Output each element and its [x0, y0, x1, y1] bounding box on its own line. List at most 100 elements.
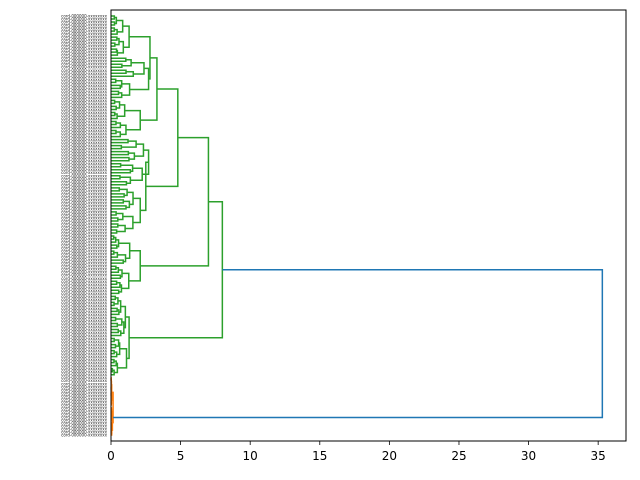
- x-tick-label: 25: [451, 449, 466, 463]
- dendrogram-link: [111, 316, 117, 322]
- leaf-label: cord-000000-xxxxxxxx: [61, 393, 107, 398]
- dendrogram-link: [111, 36, 118, 41]
- dendrogram-link: [111, 266, 120, 273]
- leaf-label: cord-000000-xxxxxxxx: [61, 228, 107, 233]
- leaf-label: cord-000000-xxxxxxxx: [61, 71, 107, 76]
- dendrogram-link: [129, 200, 224, 339]
- dendrogram-link: [115, 80, 123, 88]
- dendrogram-link: [111, 282, 121, 289]
- leaf-label: cord-000000-xxxxxxxx: [61, 191, 107, 196]
- dendrogram-link: [117, 347, 128, 369]
- x-axis-ticks: 0 5 10 15 20 25 30 35: [107, 441, 606, 463]
- leaf-label: cord-000000-xxxxxxxx: [61, 324, 107, 329]
- leaf-label: cord-000000-xxxxxxxx: [61, 194, 107, 199]
- dendrogram-link: [111, 274, 122, 280]
- leaf-label: cord-000000-xxxxxxxx: [61, 264, 107, 269]
- dendrogram-link: [114, 362, 119, 374]
- dendrogram-link: [117, 254, 127, 263]
- leaf-label: cord-000000-xxxxxxxx: [61, 312, 107, 317]
- leaf-label: cord-000000-xxxxxxxx: [61, 215, 107, 220]
- leaf-label: cord-000000-xxxxxxxx: [61, 408, 107, 413]
- leaf-label: cord-000000-xxxxxxxx: [61, 399, 107, 404]
- leaf-label: cord-000000-xxxxxxxx: [61, 152, 107, 157]
- leaf-label: cord-000000-xxxxxxxx: [61, 158, 107, 163]
- leaf-label: cord-000000-xxxxxxxx: [61, 50, 107, 55]
- leaf-label: cord-000000-xxxxxxxx: [61, 107, 107, 112]
- leaf-label: cord-000000-xxxxxxxx: [61, 59, 107, 64]
- leaf-label: cord-000000-xxxxxxxx: [61, 134, 107, 139]
- top-merge-link: [113, 268, 604, 419]
- dendrogram-link: [121, 272, 130, 290]
- dendrogram-link: [140, 57, 158, 121]
- dendrogram-link: [117, 40, 125, 54]
- leaf-label: cord-000000-xxxxxxxx: [61, 291, 107, 296]
- leaf-label: cord-000000-xxxxxxxx: [61, 417, 107, 422]
- leaf-label: cord-000000-xxxxxxxx: [61, 315, 107, 320]
- leaf-label: cord-000000-xxxxxxxx: [61, 14, 107, 19]
- leaf-label: cord-000000-xxxxxxxx: [61, 119, 107, 124]
- leaf-label: cord-000000-xxxxxxxx: [61, 122, 107, 127]
- leaf-label: cord-000000-xxxxxxxx: [61, 53, 107, 58]
- leaf-label: cord-000000-xxxxxxxx: [61, 23, 107, 28]
- leaf-labels: cord-000000-xxxxxxxxcord-000000-xxxxxxxx…: [61, 14, 107, 438]
- leaf-label: cord-000000-xxxxxxxx: [61, 98, 107, 103]
- leaf-label: cord-000000-xxxxxxxx: [61, 405, 107, 410]
- dendrogram-link: [111, 229, 118, 234]
- leaf-label: cord-000000-xxxxxxxx: [61, 101, 107, 106]
- leaf-label: cord-000000-xxxxxxxx: [61, 125, 107, 130]
- leaf-label: cord-000000-xxxxxxxx: [61, 396, 107, 401]
- x-tick-label: 0: [107, 449, 115, 463]
- leaf-label: cord-000000-xxxxxxxx: [61, 288, 107, 293]
- leaf-label: cord-000000-xxxxxxxx: [61, 366, 107, 371]
- dendrogram-link: [111, 343, 117, 349]
- leaf-label: cord-000000-xxxxxxxx: [61, 38, 107, 43]
- leaf-label: cord-000000-xxxxxxxx: [61, 185, 107, 190]
- leaf-label: cord-000000-xxxxxxxx: [61, 294, 107, 299]
- leaf-label: cord-000000-xxxxxxxx: [61, 89, 107, 94]
- leaf-label: cord-000000-xxxxxxxx: [61, 303, 107, 308]
- leaf-label: cord-000000-xxxxxxxx: [61, 384, 107, 389]
- leaf-label: cord-000000-xxxxxxxx: [61, 234, 107, 239]
- leaf-label: cord-000000-xxxxxxxx: [61, 433, 107, 438]
- leaf-label: cord-000000-xxxxxxxx: [61, 363, 107, 368]
- leaf-label: cord-000000-xxxxxxxx: [61, 336, 107, 341]
- leaf-label: cord-000000-xxxxxxxx: [61, 26, 107, 31]
- x-tick-label: 5: [177, 449, 185, 463]
- leaf-label: cord-000000-xxxxxxxx: [61, 327, 107, 332]
- leaf-label: cord-000000-xxxxxxxx: [61, 179, 107, 184]
- leaf-label: cord-000000-xxxxxxxx: [61, 206, 107, 211]
- leaf-label: cord-000000-xxxxxxxx: [61, 62, 107, 67]
- leaf-label: cord-000000-xxxxxxxx: [61, 146, 107, 151]
- leaf-label: cord-000000-xxxxxxxx: [61, 83, 107, 88]
- leaf-label: cord-000000-xxxxxxxx: [61, 342, 107, 347]
- leaf-label: cord-000000-xxxxxxxx: [61, 249, 107, 254]
- leaf-label: cord-000000-xxxxxxxx: [61, 333, 107, 338]
- dendrogram-link: [129, 67, 150, 91]
- dendrogram-link: [111, 391, 114, 424]
- leaf-label: cord-000000-xxxxxxxx: [61, 41, 107, 46]
- dendrogram-link: [111, 289, 120, 295]
- leaf-label: cord-000000-xxxxxxxx: [61, 231, 107, 236]
- leaf-label: cord-000000-xxxxxxxx: [61, 149, 107, 154]
- dendrogram-link: [120, 321, 125, 335]
- leaf-label: cord-000000-xxxxxxxx: [61, 221, 107, 226]
- leaf-label: cord-000000-xxxxxxxx: [61, 155, 107, 160]
- leaf-label: cord-000000-xxxxxxxx: [61, 414, 107, 419]
- leaf-label: cord-000000-xxxxxxxx: [61, 381, 107, 386]
- dendrogram-link: [114, 101, 121, 109]
- dendrogram-link: [111, 168, 132, 174]
- leaf-label: cord-000000-xxxxxxxx: [61, 20, 107, 25]
- dendrogram-link: [111, 78, 117, 84]
- leaf-label: cord-000000-xxxxxxxx: [61, 423, 107, 428]
- leaf-label: cord-000000-xxxxxxxx: [61, 104, 107, 109]
- leaf-label: cord-000000-xxxxxxxx: [61, 86, 107, 91]
- dendrogram-link: [119, 188, 128, 197]
- x-tick-label: 10: [243, 449, 258, 463]
- leaf-label: cord-000000-xxxxxxxx: [61, 375, 107, 380]
- green-cluster-links: [111, 15, 224, 376]
- leaf-label: cord-000000-xxxxxxxx: [61, 113, 107, 118]
- leaf-label: cord-000000-xxxxxxxx: [61, 306, 107, 311]
- dendrogram-link: [111, 28, 118, 35]
- dendrogram-link: [113, 268, 604, 419]
- leaf-label: cord-000000-xxxxxxxx: [61, 225, 107, 230]
